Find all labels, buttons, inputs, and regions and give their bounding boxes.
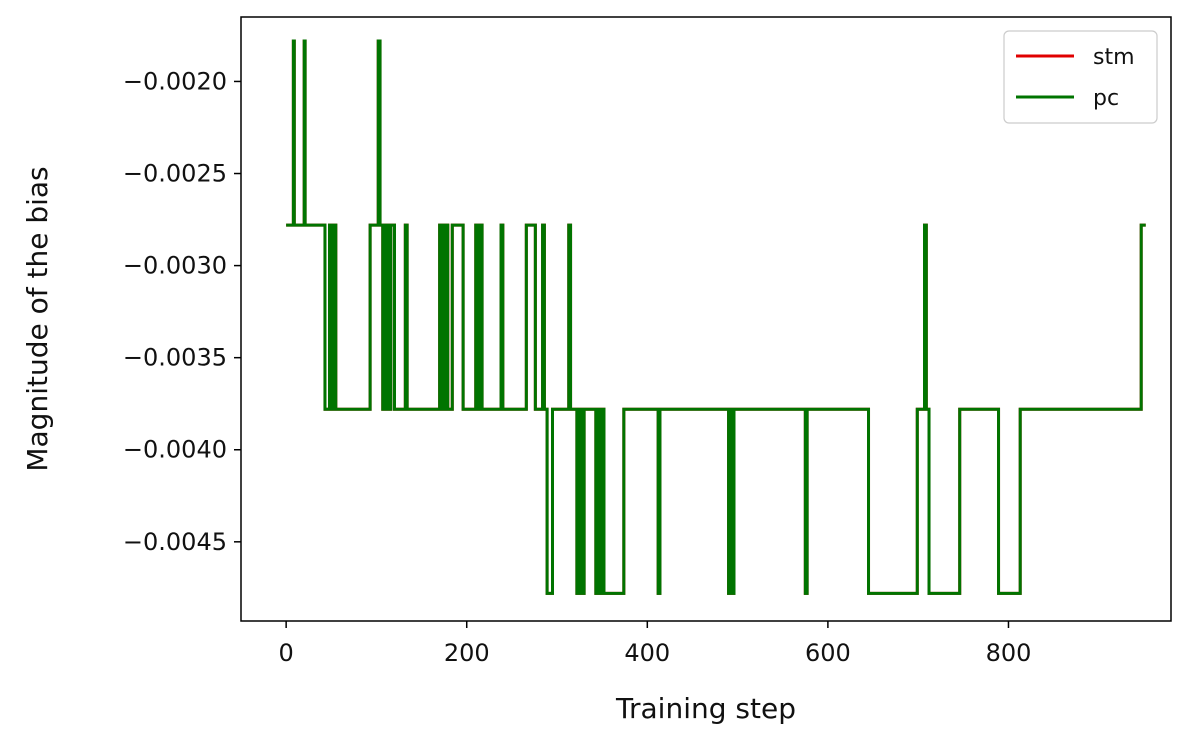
y-tick-label: −0.0035	[123, 344, 227, 372]
y-tick-label: −0.0045	[123, 528, 227, 556]
x-tick-label: 0	[279, 639, 294, 667]
series-line-pc	[286, 39, 1146, 595]
x-axis-label: Training step	[615, 692, 796, 725]
legend-label-stm: stm	[1093, 45, 1135, 70]
legend: stm pc	[1003, 30, 1158, 124]
legend-label-pc: pc	[1093, 86, 1119, 111]
x-axis-ticks: 0 200 400 600 800	[279, 621, 1032, 667]
y-axis-ticks: −0.0020 −0.0025 −0.0030 −0.0035 −0.0040 −0.00…	[123, 67, 241, 556]
y-axis-label: Magnitude of the bias	[21, 166, 54, 471]
x-tick-label: 400	[624, 639, 670, 667]
x-tick-label: 600	[805, 639, 851, 667]
y-tick-label: −0.0040	[123, 436, 227, 464]
legend-box	[1003, 30, 1158, 124]
y-tick-label: −0.0025	[123, 160, 227, 188]
y-tick-label: −0.0020	[123, 67, 227, 95]
y-tick-label: −0.0030	[123, 252, 227, 280]
x-tick-label: 800	[986, 639, 1032, 667]
plot-frame	[240, 16, 1172, 622]
x-tick-label: 200	[444, 639, 490, 667]
series-layer	[286, 39, 1146, 595]
